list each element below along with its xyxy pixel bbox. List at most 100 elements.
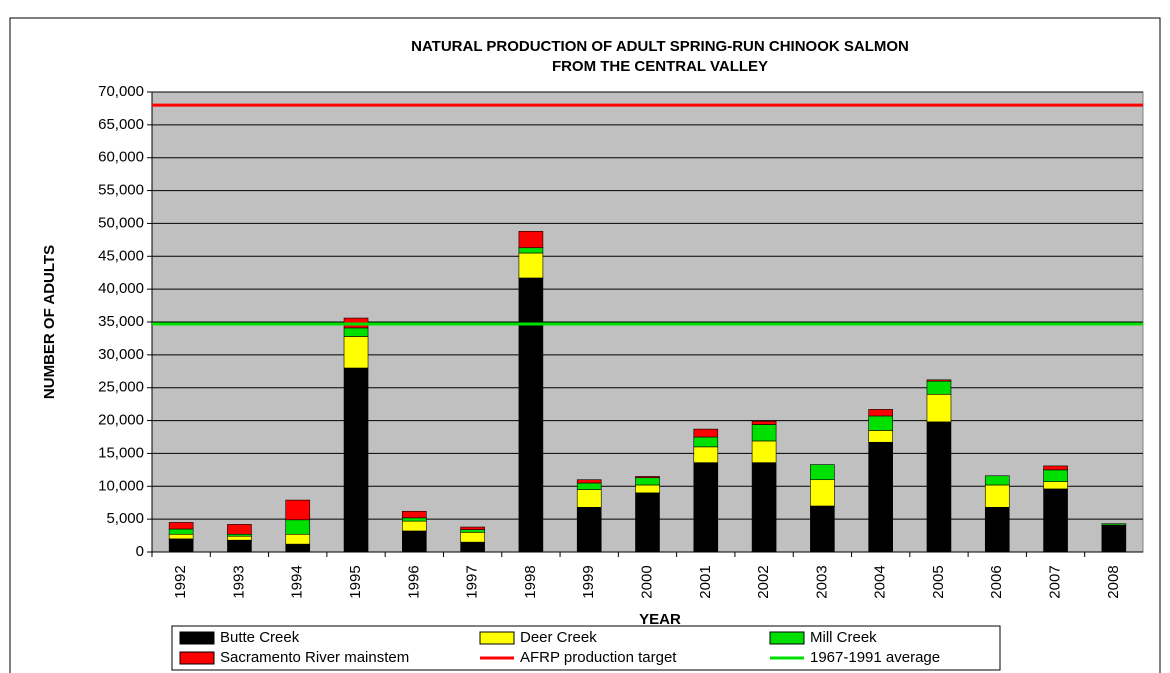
x-tick-label: 2007 (1047, 565, 1064, 598)
x-tick-label: 2004 (872, 565, 889, 598)
bar-segment (635, 492, 660, 553)
bar-segment (984, 484, 1010, 508)
bar-segment (460, 529, 485, 533)
bar-segment (343, 367, 369, 553)
legend-label: 1967-1991 average (810, 649, 940, 666)
bar-segment (635, 477, 660, 486)
y-tick-label: 25,000 (98, 379, 144, 396)
x-tick-label: 1994 (289, 565, 306, 598)
bar-segment (693, 446, 719, 463)
bar-segment (285, 519, 311, 535)
bar-segment (984, 475, 1010, 486)
bar-segment (926, 393, 952, 423)
legend-swatch (179, 631, 215, 645)
x-tick-label: 2003 (813, 565, 830, 598)
legend-swatch (769, 631, 805, 645)
x-tick-label: 1996 (405, 565, 422, 598)
bar-segment (227, 539, 252, 553)
bar-segment (984, 507, 1010, 553)
y-tick-label: 35,000 (98, 313, 144, 330)
x-tick-label: 2001 (697, 565, 714, 598)
bar-segment (868, 441, 893, 553)
x-tick-label: 1999 (580, 565, 597, 598)
bar-segment (751, 440, 777, 463)
bar-segment (518, 247, 544, 254)
bar-segment (576, 489, 602, 508)
y-tick-label: 10,000 (98, 477, 144, 494)
bar-segment (1043, 465, 1068, 471)
bar-segment (460, 541, 485, 553)
bar-segment (868, 430, 893, 443)
bar-segment (285, 533, 311, 545)
legend-label: AFRP production target (520, 649, 677, 666)
bar-segment (168, 538, 194, 553)
y-tick-label: 60,000 (98, 149, 144, 166)
x-tick-label: 1998 (522, 565, 539, 598)
bar-segment (168, 522, 194, 530)
y-tick-label: 55,000 (98, 182, 144, 199)
bar-segment (1101, 523, 1127, 526)
y-tick-label: 65,000 (98, 116, 144, 133)
y-tick-label: 50,000 (98, 214, 144, 231)
bar-segment (402, 520, 427, 532)
bar-segment (926, 379, 952, 382)
bar-segment (285, 499, 311, 521)
bar-segment (926, 421, 952, 553)
bar-segment (227, 524, 252, 535)
bar-segment (1101, 525, 1127, 553)
bar-segment (460, 526, 485, 530)
bar-segment (810, 464, 835, 481)
chart-title: FROM THE CENTRAL VALLEY (552, 58, 768, 75)
bar-segment (460, 531, 485, 543)
legend-swatch (479, 631, 515, 645)
legend-label: Deer Creek (520, 629, 597, 646)
bar-segment (518, 231, 544, 249)
y-tick-label: 70,000 (98, 83, 144, 100)
legend-label: Sacramento River mainstem (220, 649, 409, 666)
x-axis-title: YEAR (639, 611, 681, 628)
bar-segment (402, 510, 427, 519)
bar-segment (518, 277, 544, 553)
bar-segment (576, 482, 602, 490)
bar-segment (810, 479, 835, 507)
x-tick-label: 1997 (464, 565, 481, 598)
bar-segment (576, 479, 602, 484)
x-tick-label: 2008 (1105, 565, 1122, 598)
legend (171, 625, 1001, 671)
bar-segment (693, 462, 719, 553)
x-tick-label: 1992 (172, 565, 189, 598)
bar-segment (635, 476, 660, 479)
x-tick-label: 2005 (930, 565, 947, 598)
x-tick-label: 1995 (347, 565, 364, 598)
y-tick-label: 20,000 (98, 412, 144, 429)
bar-segment (168, 533, 194, 540)
legend-label: Mill Creek (810, 629, 877, 646)
bar-segment (402, 517, 427, 522)
bar-segment (926, 380, 952, 395)
x-tick-label: 2002 (755, 565, 772, 598)
bar-segment (751, 424, 777, 442)
bar-segment (518, 252, 544, 279)
x-tick-label: 2000 (638, 565, 655, 598)
y-tick-label: 0 (136, 543, 144, 560)
bar-segment (693, 436, 719, 448)
bar-segment (751, 462, 777, 553)
chart-title: NATURAL PRODUCTION OF ADULT SPRING-RUN C… (411, 38, 909, 55)
bar-segment (343, 327, 369, 337)
bar-segment (1043, 488, 1068, 553)
bar-segment (751, 420, 777, 425)
bar-segment (343, 336, 369, 369)
y-tick-label: 40,000 (98, 280, 144, 297)
bar-segment (168, 528, 194, 535)
bar-segment (693, 428, 719, 438)
bar-segment (868, 409, 893, 417)
bar-segment (868, 415, 893, 431)
y-tick-label: 5,000 (106, 510, 144, 527)
y-axis-title: NUMBER OF ADULTS (41, 245, 58, 399)
y-tick-label: 30,000 (98, 346, 144, 363)
y-tick-label: 15,000 (98, 444, 144, 461)
bar-segment (1043, 481, 1068, 490)
bar-segment (810, 505, 835, 553)
legend-label: Butte Creek (220, 629, 300, 646)
